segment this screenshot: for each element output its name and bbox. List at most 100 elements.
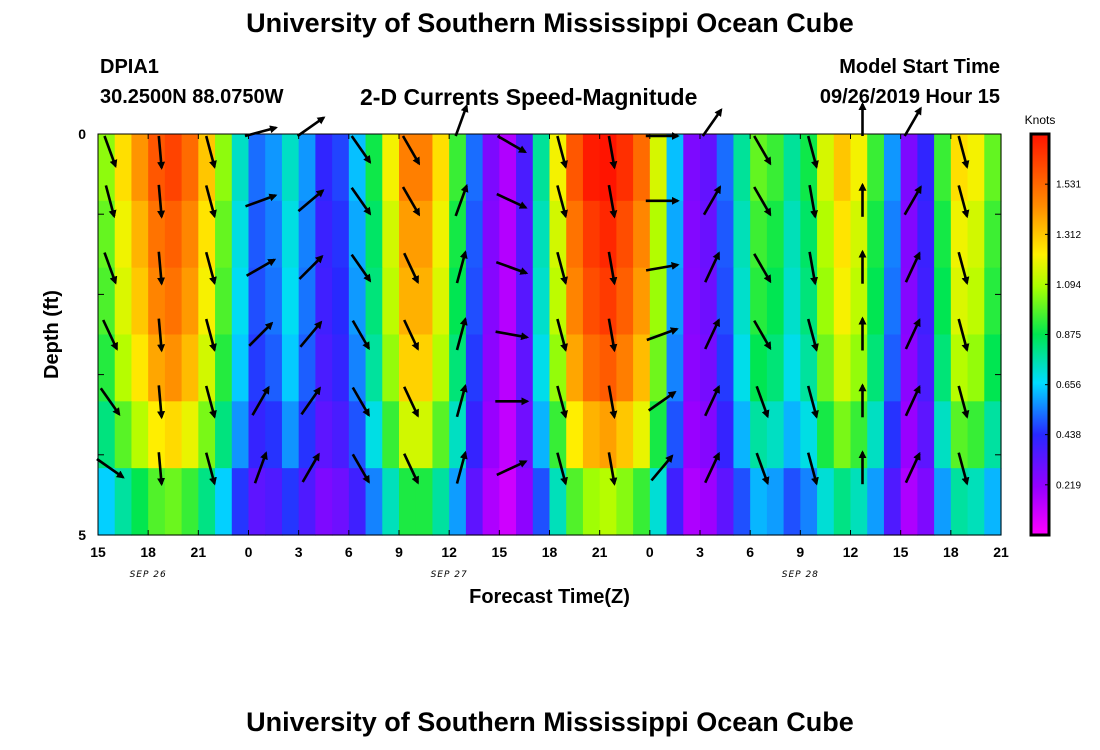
heatmap-cell [332, 468, 350, 536]
heatmap-cell [348, 267, 367, 336]
current-vector-arrow [253, 451, 268, 484]
heatmap-cell [833, 401, 852, 469]
heatmap-cell [867, 200, 885, 269]
heatmap-cell [883, 401, 902, 469]
heatmap-cell [917, 401, 935, 469]
heatmap-cell [850, 334, 868, 402]
heatmap-cell [683, 401, 701, 469]
heatmap-cell [449, 468, 467, 536]
current-vector-arrow [157, 135, 166, 170]
x-tick-label: 9 [395, 544, 403, 560]
heatmap-cell [666, 267, 684, 336]
current-vector-arrow [753, 319, 772, 351]
heatmap-cell [265, 468, 283, 536]
heatmap-cell [566, 134, 584, 202]
current-vector-arrow [903, 185, 922, 216]
heatmap-cell [783, 200, 801, 269]
current-vector-arrow [454, 183, 469, 217]
chart-subtitle: 2-D Currents Speed-Magnitude [360, 84, 698, 110]
current-vector-arrow [99, 387, 121, 417]
x-tick-label: 21 [191, 544, 207, 560]
heatmap-cell [148, 134, 166, 202]
heatmap-cell [499, 468, 517, 536]
heatmap-cell [131, 401, 149, 469]
heatmap-cell [900, 200, 918, 269]
x-tick-label: 3 [696, 544, 704, 560]
x-tick-label: 21 [993, 544, 1009, 560]
heatmap-cell [98, 334, 116, 402]
heatmap-cell [399, 267, 417, 336]
heatmap-cell [666, 134, 684, 202]
heatmap-cell [666, 401, 684, 469]
heatmap-cell [265, 267, 283, 336]
heatmap-cell [415, 401, 434, 469]
current-vector-arrow [607, 318, 618, 353]
heatmap-cell [817, 200, 835, 269]
heatmap-cell [783, 267, 801, 336]
heatmap-cell [281, 401, 300, 469]
colorbar: Knots 1.531 1.312 1.094 0.875 0.656 0.438 0.219 [1025, 113, 1081, 537]
heatmap-cell [231, 267, 250, 336]
heatmap-cell [231, 468, 250, 536]
heatmap-cell [683, 134, 701, 202]
heatmap-cell [633, 468, 651, 536]
heatmap-cell [850, 134, 868, 202]
heatmap-cell [616, 468, 634, 536]
heatmap-cell [482, 334, 500, 402]
heatmap-cell [817, 134, 835, 202]
current-vector-arrow [296, 116, 326, 138]
x-tick-label: 12 [843, 544, 859, 560]
heatmap-cell [181, 200, 199, 269]
current-vector-arrow [157, 184, 166, 219]
heatmap-cell [733, 134, 751, 202]
heatmap-cell [215, 401, 233, 469]
heatmap-cell [700, 200, 718, 269]
heatmap-cell [114, 334, 133, 402]
heatmap-cell [984, 200, 1002, 269]
heatmap-cell [566, 401, 584, 469]
heatmap-cell [265, 401, 283, 469]
x-tick-label: 6 [345, 544, 353, 560]
heatmap-cell [582, 200, 601, 269]
heatmap-cell [582, 134, 601, 202]
heatmap-cell [700, 468, 718, 536]
current-vector-arrow [646, 327, 679, 342]
heatmap-cell [348, 401, 367, 469]
current-vector-arrow [455, 383, 468, 418]
heatmap-cell [114, 200, 133, 269]
heatmap-cell [148, 334, 166, 402]
heatmap-cell [883, 200, 902, 269]
heatmap-cell [499, 267, 517, 336]
heatmap-cell [332, 401, 350, 469]
heatmap-cell [616, 134, 634, 202]
heatmap-cell [315, 267, 333, 336]
heatmap-cell [348, 334, 367, 402]
heatmap-cell [415, 468, 434, 536]
heatmap-cell [332, 200, 350, 269]
current-vector-arrow [495, 260, 529, 275]
current-vector-arrow [496, 192, 528, 209]
current-vector-arrow [645, 261, 680, 272]
heatmap-cell [382, 267, 400, 336]
heatmap-cell [382, 334, 400, 402]
heatmap-cell [716, 334, 735, 402]
heatmap-cell [281, 334, 300, 402]
current-vector-arrow [704, 318, 720, 350]
heatmap-cell [582, 334, 601, 402]
current-vector-arrow [403, 319, 419, 351]
current-vector-arrow [607, 452, 618, 486]
heatmap-cell [566, 267, 584, 336]
heatmap-cell [649, 401, 668, 469]
heatmap-cell [733, 200, 751, 269]
heatmap-cell [265, 134, 283, 202]
heatmap-cell [633, 401, 651, 469]
current-vector-arrow [903, 106, 922, 137]
x-tick-label: 15 [492, 544, 508, 560]
heatmap-cell [516, 200, 534, 269]
heatmap-cell [984, 267, 1002, 336]
station-id: DPIA1 [100, 56, 159, 78]
heatmap-cell [399, 334, 417, 402]
current-vector-arrow [297, 189, 325, 213]
current-vector-arrow [556, 452, 568, 486]
current-vector-arrow [704, 451, 720, 484]
